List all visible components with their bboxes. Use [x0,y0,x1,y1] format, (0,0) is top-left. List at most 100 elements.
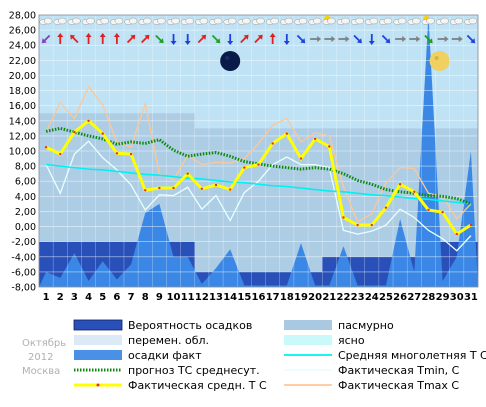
cloud-icon [138,17,152,25]
y-tick-label: 20,00 [9,71,36,82]
tmean-point [228,188,232,191]
legend-item: прогноз ТС среднесут. [74,364,260,377]
wind-arrow-icon [338,36,350,42]
wind-arrow-icon [240,34,249,44]
tmean-point [200,187,204,190]
y-tick-label: 28,00 [9,11,36,22]
wind-arrow-icon [283,34,290,45]
tmean-point [257,163,260,166]
series-tmax [45,85,472,223]
tmean-point [144,189,147,192]
tmean-point [455,232,458,236]
y-tick-label: 12,00 [9,131,36,142]
cloud-icon [223,17,237,25]
wind-arrow-icon [254,34,263,44]
cloud-icon [308,17,322,25]
legend-item: ясно [284,334,365,347]
legend-label: перемен. обл. [128,334,209,347]
tmean-point [172,186,175,190]
tmean-point [59,152,62,156]
legend-item: Вероятность осадков [73,319,252,332]
legend-item: перемен. обл. [74,334,209,347]
legend-label: Фактическая Tmax С [338,379,459,392]
wind-arrow-icon [296,34,306,44]
wind-arrow-icon [368,34,375,45]
meta-block: Октябрь 2012 Москва [22,338,66,377]
tmean-point [328,145,331,148]
x-tick-label: 14 [223,292,237,303]
y-tick-label: 24,00 [9,41,36,52]
precipitation-areas [39,15,478,287]
tmean-point [115,152,119,155]
sun-cloud-icon [322,15,336,25]
tmean-point [299,157,303,160]
tmean-point [469,223,473,227]
series-precip-fact [39,15,478,287]
x-tick-label: 2 [57,292,64,303]
wind-arrow-icon [466,34,476,44]
tmean-point [313,137,317,141]
x-tick-label: 11 [181,292,195,303]
x-tick-label: 7 [128,292,135,303]
x-tick-label: 17 [266,292,280,303]
tmean-point [129,152,133,156]
cloud-icon [110,17,124,25]
x-tick-label: 15 [237,292,251,303]
tmean-point [186,172,189,175]
series-norm [45,163,472,205]
legend-label: ясно [338,334,365,347]
tmean-point [384,206,388,209]
cloud-icon [336,17,350,25]
x-tick-label: 6 [113,292,120,303]
y-tick-label: -2,00 [11,237,36,248]
wind-arrow-icon [170,34,177,45]
tmean-point [370,223,373,227]
x-tick-label: 10 [167,292,181,303]
wind-arrow-icon [381,34,391,44]
x-tick-label: 29 [436,292,450,303]
cloud-icon [39,17,53,25]
wind-arrow-icon [227,34,234,45]
x-tick-label: 5 [99,292,106,303]
legend: Вероятность осадков пасмурно перемен. обл.… [73,319,486,392]
cloud-icon [180,17,194,25]
cloud-icon [379,17,393,25]
wind-arrow-icon [424,34,433,44]
month-label: Октябрь [22,338,66,349]
x-tick-label: 8 [142,292,149,303]
legend-item: Фактическая средн. Т С [74,379,267,392]
legend-label: Фактическая средн. Т С [128,379,267,392]
legend-label: Средняя многолетняя Т С [338,349,486,362]
tmean-point [101,132,104,135]
legend-swatch [284,335,332,345]
x-tick-label: 13 [209,292,223,303]
cloud-icon [81,17,95,25]
wind-arrow-icon [155,34,164,44]
plot-frame [38,14,479,288]
x-tick-label: 31 [464,292,478,303]
wind-arrow-icon [57,33,64,44]
wind-arrow-icon [211,34,221,44]
x-tick-label: 30 [450,292,464,303]
y-tick-label: 22,00 [9,56,36,67]
cloud-icon [393,17,407,25]
wind-arrow-icon [141,34,150,44]
y-tick-label: 14,00 [9,116,36,127]
tmean-point [356,223,359,227]
y-tick-label: -6,00 [11,267,36,278]
cloud-icon [435,17,449,25]
cloud-icon [152,17,166,25]
x-tick-label: 28 [421,292,435,303]
year-label: 2012 [28,352,53,363]
y-tick-label: 2,00 [15,207,36,218]
x-tick-label: 22 [337,292,351,303]
weather-icons-row [39,15,478,71]
x-axis-ticks: 1 2 3 4 5 6 7 8 9 10 11 12 13 14 15 16 17 18 19 20 21 22 23 24 2… [43,292,478,303]
x-tick-label: 4 [85,292,92,303]
x-tick-label: 27 [407,292,421,303]
wind-arrow-icon [395,36,407,42]
wind-arrow-icon [451,36,463,42]
legend-label: пасмурно [338,319,394,332]
wind-arrow-icon [70,34,79,44]
